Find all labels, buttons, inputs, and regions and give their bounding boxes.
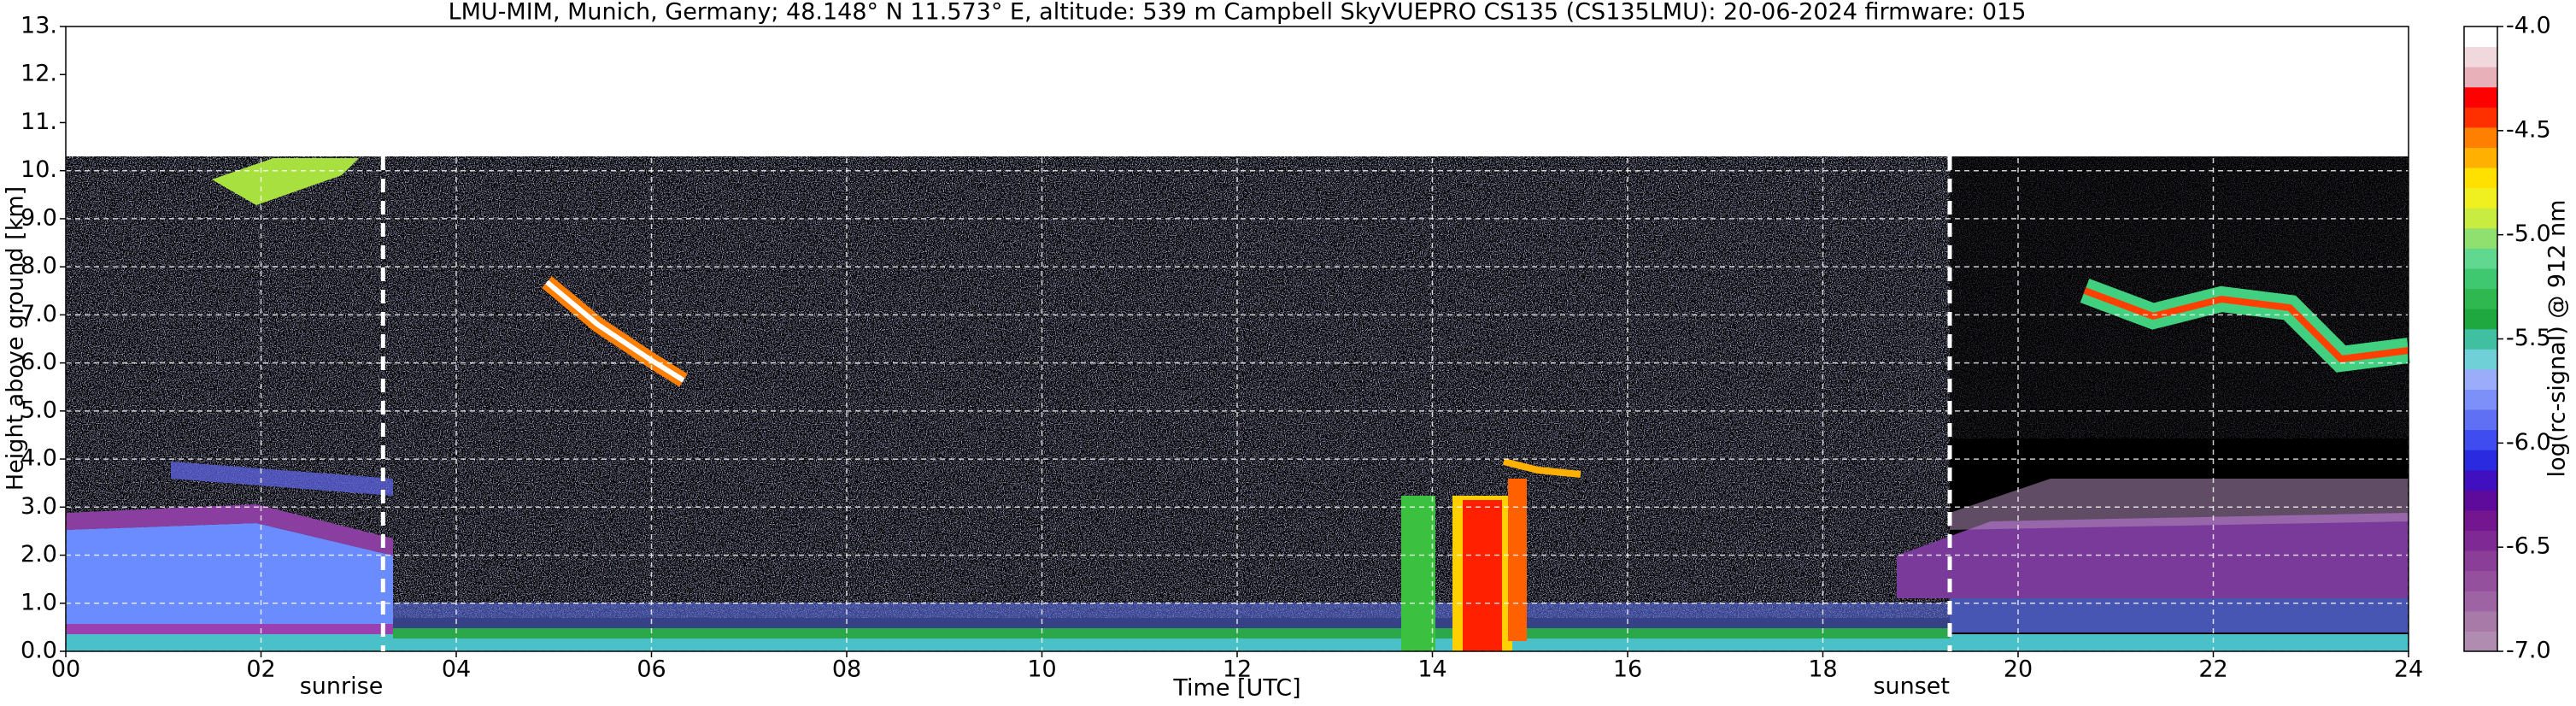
y-tick-label: 7.0	[21, 301, 57, 327]
y-tick-label: 0.0	[21, 638, 57, 664]
colorbar-segment	[2464, 490, 2497, 511]
colorbar-segment	[2464, 328, 2497, 350]
y-tick-label: 3.0	[21, 493, 57, 520]
colorbar-segment	[2464, 126, 2497, 148]
colorbar-tick-label: -6.0	[2506, 429, 2551, 456]
x-tick-label: 10	[1027, 656, 1056, 683]
colorbar-tick-label: -6.5	[2506, 533, 2551, 560]
y-tick-label: 12.	[21, 61, 57, 87]
colorbar-tick-label: -5.5	[2506, 325, 2551, 351]
annotation-label: sunrise	[300, 674, 384, 700]
x-axis-label: Time [UTC]	[1172, 675, 1300, 702]
y-axis-label: Height above ground [km]	[3, 186, 29, 491]
x-tick-label: 18	[1808, 656, 1837, 683]
colorbar-segment	[2464, 107, 2497, 128]
colorbar-segment	[2464, 368, 2497, 390]
y-tick-label: 5.0	[21, 397, 57, 423]
colorbar-segment	[2464, 349, 2497, 370]
y-tick-label: 9.0	[21, 204, 57, 231]
y-tick-label: 11.	[21, 109, 57, 135]
colorbar-tick-label: -4.0	[2506, 13, 2551, 39]
x-tick-label: 08	[832, 656, 861, 683]
colorbar-segment	[2464, 309, 2497, 330]
y-tick-label: 6.0	[21, 349, 57, 375]
colorbar-segment	[2464, 46, 2497, 68]
y-tick-label: 2.0	[21, 541, 57, 568]
y-tick-label: 13.	[21, 13, 57, 39]
colorbar-segment	[2464, 429, 2497, 450]
colorbar-segment	[2464, 26, 2497, 48]
colorbar-segment	[2464, 450, 2497, 471]
colorbar-segment	[2464, 469, 2497, 491]
y-tick-label: 1.0	[21, 589, 57, 615]
colorbar-segment	[2464, 389, 2497, 410]
x-tick-label: 16	[1613, 656, 1642, 683]
colorbar-segment	[2464, 268, 2497, 290]
x-tick-label: 24	[2394, 656, 2423, 683]
x-tick-label: 14	[1417, 656, 1446, 683]
colorbar-segment	[2464, 631, 2497, 652]
x-tick-label: 06	[637, 656, 666, 683]
y-tick-label: 4.0	[21, 445, 57, 472]
colorbar-segment	[2464, 570, 2497, 591]
chart-title: LMU-MIM, Munich, Germany; 48.148° N 11.5…	[449, 0, 2027, 26]
colorbar-label: log(rc-signal) @ 912 nm	[2544, 200, 2571, 478]
y-tick-label: 10.	[21, 156, 57, 183]
colorbar-segment	[2464, 86, 2497, 108]
x-tick-label: 02	[246, 656, 275, 683]
colorbar-segment	[2464, 227, 2497, 249]
colorbar-segment	[2464, 509, 2497, 532]
colorbar-segment	[2464, 288, 2497, 309]
colorbar-segment	[2464, 168, 2497, 189]
x-tick-label: 22	[2198, 656, 2227, 683]
colorbar-segment	[2464, 187, 2497, 209]
colorbar-segment	[2464, 591, 2497, 612]
colorbar-segment	[2464, 409, 2497, 431]
colorbar-segment	[2464, 147, 2497, 168]
colorbar-segment	[2464, 208, 2497, 229]
x-tick-label: 20	[2004, 656, 2033, 683]
colorbar-segment	[2464, 67, 2497, 88]
colorbar-segment	[2464, 248, 2497, 269]
colorbar-segment	[2464, 530, 2497, 551]
colorbar-segment	[2464, 610, 2497, 632]
colorbar-tick-label: -4.5	[2506, 116, 2551, 143]
x-tick-label: 00	[51, 656, 80, 683]
x-tick-label: 12	[1223, 656, 1252, 683]
colorbar-tick-label: -7.0	[2506, 638, 2551, 664]
x-tick-label: 04	[442, 656, 471, 683]
colorbar-segment	[2464, 550, 2497, 572]
y-tick-label: 8.0	[21, 253, 57, 279]
annotation-label: sunset	[1873, 674, 1950, 700]
colorbar-tick-label: -5.0	[2506, 221, 2551, 247]
